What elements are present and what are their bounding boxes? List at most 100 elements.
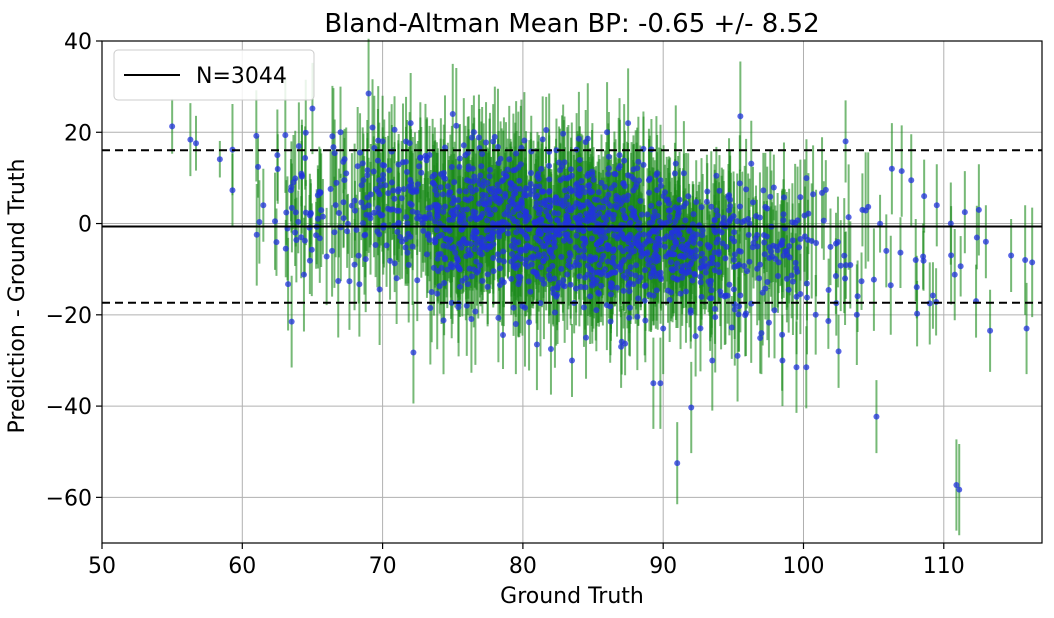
data-point bbox=[1023, 325, 1030, 332]
data-point bbox=[519, 303, 526, 310]
data-point bbox=[547, 217, 554, 224]
data-point bbox=[559, 163, 566, 170]
data-point bbox=[512, 239, 519, 246]
data-point bbox=[610, 246, 617, 253]
data-point bbox=[497, 265, 504, 272]
data-point bbox=[552, 194, 559, 201]
data-point bbox=[292, 229, 299, 236]
data-point bbox=[779, 331, 786, 338]
data-point bbox=[704, 188, 711, 195]
data-point bbox=[560, 175, 567, 182]
data-point bbox=[573, 232, 580, 239]
y-tick-label: −60 bbox=[46, 486, 92, 511]
data-point bbox=[743, 268, 750, 275]
data-point bbox=[987, 327, 994, 334]
data-point bbox=[449, 200, 456, 207]
data-point bbox=[491, 206, 498, 213]
data-point bbox=[421, 215, 428, 222]
data-point bbox=[456, 240, 463, 247]
data-point bbox=[546, 247, 553, 254]
data-point bbox=[679, 236, 686, 243]
data-point bbox=[365, 90, 372, 97]
data-point bbox=[525, 278, 532, 285]
data-point bbox=[590, 276, 597, 283]
data-point bbox=[598, 179, 605, 186]
data-point bbox=[490, 138, 497, 145]
data-point bbox=[982, 238, 989, 245]
data-point bbox=[500, 332, 507, 339]
data-point bbox=[870, 276, 877, 283]
data-points bbox=[169, 90, 1036, 493]
data-point bbox=[565, 218, 572, 225]
data-point bbox=[630, 281, 637, 288]
data-point bbox=[169, 123, 176, 130]
data-point bbox=[724, 292, 731, 299]
data-point bbox=[803, 175, 810, 182]
data-point bbox=[554, 227, 561, 234]
data-point bbox=[528, 170, 535, 177]
data-point bbox=[730, 256, 737, 263]
data-point bbox=[560, 202, 567, 209]
data-point bbox=[617, 262, 624, 269]
data-point bbox=[618, 338, 625, 345]
data-point bbox=[613, 204, 620, 211]
data-point bbox=[496, 282, 503, 289]
data-point bbox=[626, 304, 633, 311]
data-point bbox=[767, 248, 774, 255]
data-point bbox=[494, 181, 501, 188]
data-point bbox=[486, 173, 493, 180]
data-point bbox=[618, 343, 625, 350]
data-point bbox=[456, 155, 463, 162]
data-point bbox=[692, 333, 699, 340]
data-point bbox=[319, 213, 326, 220]
data-point bbox=[330, 144, 337, 151]
data-point bbox=[533, 246, 540, 253]
data-point bbox=[423, 157, 430, 164]
data-point bbox=[575, 254, 582, 261]
data-point bbox=[589, 188, 596, 195]
data-point bbox=[956, 486, 963, 493]
data-point bbox=[489, 195, 496, 202]
data-point bbox=[562, 187, 569, 194]
data-point bbox=[666, 297, 673, 304]
data-point bbox=[730, 286, 737, 293]
data-point bbox=[546, 162, 553, 169]
data-point bbox=[402, 244, 409, 251]
data-point bbox=[390, 187, 397, 194]
data-point bbox=[423, 251, 430, 258]
data-point bbox=[496, 257, 503, 264]
x-axis-ticks: 50 60 70 80 90 100 110 bbox=[88, 543, 965, 579]
data-point bbox=[708, 287, 715, 294]
data-point bbox=[340, 199, 347, 206]
data-point bbox=[648, 273, 655, 280]
data-point bbox=[432, 238, 439, 245]
data-point bbox=[913, 284, 920, 291]
data-point bbox=[295, 143, 302, 150]
data-point bbox=[538, 165, 545, 172]
data-point bbox=[537, 264, 544, 271]
data-point bbox=[693, 198, 700, 205]
data-point bbox=[652, 273, 659, 280]
data-point bbox=[842, 275, 849, 282]
data-point bbox=[260, 202, 267, 209]
data-point bbox=[515, 273, 522, 280]
data-point bbox=[635, 158, 642, 165]
grid-lines bbox=[101, 40, 1042, 543]
data-point bbox=[615, 165, 622, 172]
data-point bbox=[508, 275, 515, 282]
data-point bbox=[716, 227, 723, 234]
data-point bbox=[460, 211, 467, 218]
data-point bbox=[521, 137, 528, 144]
data-point bbox=[591, 196, 598, 203]
data-point bbox=[713, 239, 720, 246]
data-point bbox=[586, 182, 593, 189]
data-point bbox=[302, 129, 309, 136]
data-point bbox=[464, 150, 471, 157]
data-point bbox=[516, 177, 523, 184]
data-point bbox=[434, 255, 441, 262]
data-point bbox=[599, 269, 606, 276]
data-point bbox=[786, 254, 793, 261]
data-point bbox=[620, 207, 627, 214]
data-point bbox=[727, 203, 734, 210]
data-point bbox=[641, 267, 648, 274]
